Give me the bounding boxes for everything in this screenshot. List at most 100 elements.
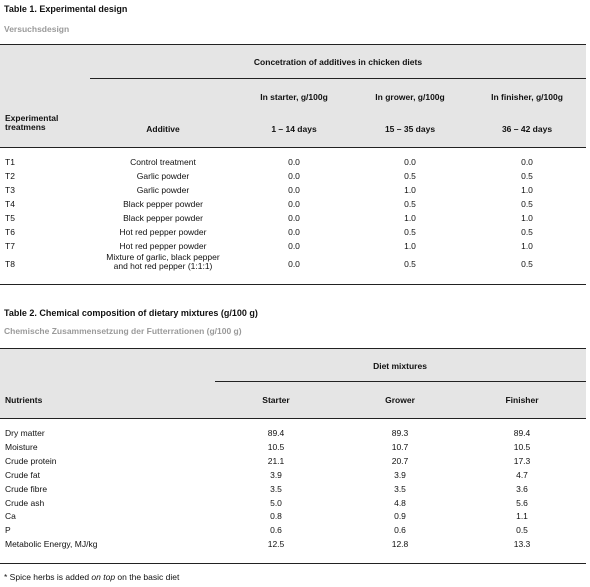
table1-cell-treatment: T2	[5, 171, 15, 181]
table2-cell-nutrient: Ca	[5, 511, 16, 522]
table2-cell-value: 0.5	[516, 525, 528, 536]
table2-cell-value: 5.6	[516, 497, 528, 508]
table1-cell-value: 1.0	[521, 185, 533, 195]
table1-cell-additive: Black pepper powder	[123, 213, 203, 223]
table1-phase-1: In starter, g/100g	[260, 92, 328, 102]
table2-col-grower: Grower	[385, 395, 415, 405]
footnote-before: * Spice herbs is added	[4, 572, 92, 582]
table2-cell-value: 1.1	[516, 511, 528, 522]
table2-cell-nutrient: Crude fibre	[5, 483, 48, 494]
table2-cell-value: 3.6	[516, 483, 528, 494]
table2-cell-value: 0.8	[270, 511, 282, 522]
table1-cell-treatment: T5	[5, 213, 15, 223]
table1-cell-value: 0.5	[404, 227, 416, 237]
table2-cell-value: 3.5	[270, 483, 282, 494]
table1-cell-treatment: T4	[5, 199, 15, 209]
table2-header-rule	[0, 418, 586, 419]
table1-header-rule	[0, 147, 586, 148]
table1-cell-value: 0.0	[288, 171, 300, 181]
table1-cell-value: 0.0	[288, 199, 300, 209]
table1-cell-additive: Mixture of garlic, black pepper	[106, 252, 220, 262]
table1-days-1: 1 – 14 days	[271, 124, 317, 134]
table2-cell-value: 17.3	[513, 455, 531, 466]
table2-cell-value: 12.5	[267, 539, 285, 550]
table2-header-panel	[0, 348, 586, 418]
table2-cell-value: 12.8	[391, 539, 409, 550]
table2-cell-value: 10.5	[513, 441, 531, 452]
table2-cell-value: 5.0	[270, 497, 282, 508]
table1-title: Table 1. Experimental design	[4, 4, 128, 14]
table1-cell-value: 0.0	[288, 259, 300, 269]
table1-cell-additive: Garlic powder	[136, 185, 190, 195]
table1-cell-additive: and hot red pepper (1:1:1)	[113, 261, 213, 271]
table1-col-additive: Additive	[146, 124, 180, 134]
table1-cell-value: 0.5	[521, 227, 533, 237]
table1-cell-treatment: T8	[5, 259, 15, 269]
table1-cell-additive: Hot red pepper powder	[119, 241, 207, 251]
table1-cell-value: 1.0	[521, 241, 533, 251]
table2-cell-nutrient: Metabolic Energy, MJ/kg	[5, 539, 98, 550]
table1-cell-value: 0.0	[288, 157, 300, 167]
footnote-emphasis: on top	[91, 572, 116, 582]
table1-cell-value: 0.5	[521, 171, 533, 181]
table1-cell-value: 1.0	[404, 213, 416, 223]
table1-cell-additive: Black pepper powder	[123, 199, 203, 209]
table2-cell-value: 0.6	[270, 525, 282, 536]
table1-cell-treatment: T7	[5, 241, 15, 251]
table1-cell-value: 1.0	[404, 185, 416, 195]
table1-cell-value: 0.5	[404, 199, 416, 209]
table2-cell-value: 0.9	[394, 511, 406, 522]
table2-col-starter: Starter	[262, 395, 290, 405]
table1-cell-additive: Garlic powder	[136, 171, 190, 181]
table2-group-rule	[215, 381, 586, 382]
table1-cell-value: 0.0	[288, 241, 300, 251]
table1-cell-treatment: T3	[5, 185, 15, 195]
table2-cell-nutrient: Dry matter	[5, 428, 45, 438]
table1-cell-value: 1.0	[521, 213, 533, 223]
footnote: * Spice herbs is added on top on the bas…	[4, 572, 179, 582]
table2-cell-value: 3.9	[394, 469, 406, 480]
table1-days-2: 15 – 35 days	[384, 124, 436, 134]
table2-cell-value: 20.7	[391, 455, 409, 466]
table1-cell-value: 0.5	[404, 259, 416, 269]
table2-cell-value: 3.9	[270, 469, 282, 480]
table1-cell-value: 0.5	[404, 171, 416, 181]
table1-cell-treatment: T1	[5, 157, 15, 167]
table1-cell-value: 0.0	[288, 213, 300, 223]
table1-phase-3: In finisher, g/100g	[491, 92, 563, 102]
table1-days-3: 36 – 42 days	[501, 124, 553, 134]
table2-cell-nutrient: Crude protein	[5, 455, 57, 466]
table2-cell-nutrient: P	[5, 525, 11, 536]
table1-cell-value: 0.5	[521, 259, 533, 269]
table2-col-nutrients: Nutrients	[5, 395, 43, 405]
table2-cell-nutrient: Crude fat	[5, 469, 40, 480]
table1-group-rule	[90, 78, 586, 79]
table2-bottom-rule	[0, 563, 586, 564]
table2-cell-value: 0.6	[394, 525, 406, 536]
table1-header-panel	[0, 44, 586, 147]
table2-cell-value: 89.4	[267, 428, 285, 438]
table1-cell-additive: Hot red pepper powder	[119, 227, 207, 237]
table2-cell-value: 10.5	[267, 441, 285, 452]
table1-col-treatment: Experimental treatmens	[5, 113, 59, 132]
table2-cell-value: 89.3	[391, 428, 409, 438]
table2-cell-nutrient: Crude ash	[5, 497, 45, 508]
table2-cell-value: 3.5	[394, 483, 406, 494]
table1-cell-value: 0.0	[404, 157, 416, 167]
table1-cell-value: 0.5	[521, 199, 533, 209]
table1-phase-2: In grower, g/100g	[375, 92, 445, 102]
table1-cell-treatment: T6	[5, 227, 15, 237]
table2-top-rule	[0, 348, 586, 349]
table2-cell-value: 13.3	[513, 539, 531, 550]
table1-cell-value: 0.0	[288, 227, 300, 237]
table2-title: Table 2. Chemical composition of dietary…	[4, 308, 258, 318]
table1-top-rule	[0, 44, 586, 45]
table2-subtitle: Chemische Zusammensetzung der Futterrati…	[4, 326, 242, 336]
table1-cell-additive: Control treatment	[130, 157, 196, 167]
table2-cell-nutrient: Moisture	[5, 441, 38, 452]
table1-subtitle: Versuchsdesign	[4, 24, 70, 34]
table2-cell-value: 89.4	[513, 428, 531, 438]
table1-cell-value: 1.0	[404, 241, 416, 251]
table2-cell-value: 10.7	[391, 441, 409, 452]
table1-group-header: Concetration of additives in chicken die…	[253, 57, 423, 67]
